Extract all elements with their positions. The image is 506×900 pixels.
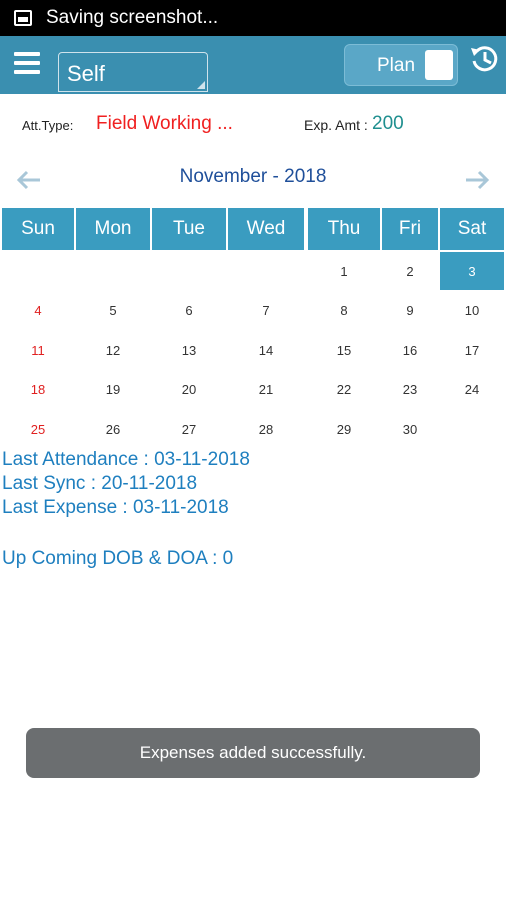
app-bar: Self Plan: [0, 36, 506, 94]
last-attendance: Last Attendance : 03-11-2018: [2, 449, 250, 470]
calendar-day-10[interactable]: 10: [464, 303, 480, 318]
month-navigation: November - 2018: [0, 160, 506, 200]
calendar-day-7[interactable]: 7: [262, 303, 270, 318]
next-month-arrow-icon[interactable]: [462, 168, 492, 192]
calendar-day-30[interactable]: 30: [402, 421, 418, 437]
last-expense: Last Expense : 03-11-2018: [2, 497, 229, 518]
status-bar: Saving screenshot...: [0, 0, 506, 36]
att-type-label: Att.Type:: [22, 118, 74, 133]
plan-toggle[interactable]: Plan: [344, 44, 458, 86]
weekday-wed: Wed: [228, 208, 304, 250]
calendar-day-23[interactable]: 23: [402, 382, 418, 397]
image-icon: [14, 10, 32, 26]
calendar-day-4[interactable]: 4: [34, 303, 42, 318]
previous-month-arrow-icon[interactable]: [14, 168, 44, 192]
exp-amount-value: 200: [372, 113, 404, 134]
toggle-knob: [425, 50, 453, 80]
month-title: November - 2018: [179, 166, 327, 187]
calendar-day-1[interactable]: 1: [340, 263, 348, 279]
calendar-day-8[interactable]: 8: [340, 303, 348, 318]
menu-icon[interactable]: [14, 52, 40, 74]
attendance-info-row: Att.Type: Field Working ... Exp. Amt : 2…: [0, 112, 506, 136]
calendar-day-13[interactable]: 13: [181, 342, 197, 358]
history-icon[interactable]: [468, 42, 502, 76]
calendar-day-20[interactable]: 20: [181, 382, 197, 397]
user-selector[interactable]: Self: [58, 52, 208, 92]
calendar-day-22[interactable]: 22: [336, 382, 352, 397]
calendar-day-19[interactable]: 19: [105, 382, 121, 397]
calendar-day-12[interactable]: 12: [105, 342, 121, 358]
calendar-day-9[interactable]: 9: [406, 303, 414, 318]
calendar-day-3[interactable]: 3: [440, 252, 504, 290]
calendar-day-26[interactable]: 26: [105, 421, 121, 437]
exp-amount-label: Exp. Amt :: [304, 117, 368, 133]
calendar-day-24[interactable]: 24: [464, 382, 480, 397]
calendar-day-21[interactable]: 21: [258, 382, 274, 397]
calendar-day-17[interactable]: 17: [464, 342, 480, 358]
weekday-tue: Tue: [152, 208, 226, 250]
calendar-day-29[interactable]: 29: [336, 421, 352, 437]
stats-block: Last Attendance : 03-11-2018 Last Sync :…: [2, 448, 250, 520]
calendar-day-16[interactable]: 16: [402, 342, 418, 358]
status-text: Saving screenshot...: [46, 7, 219, 28]
calendar-day-14[interactable]: 14: [258, 342, 274, 358]
calendar-day-28[interactable]: 28: [258, 421, 274, 437]
att-type-value: Field Working ...: [96, 113, 233, 134]
user-selector-value: Self: [67, 61, 105, 86]
calendar-day-25[interactable]: 25: [30, 421, 46, 437]
calendar-day-5[interactable]: 5: [109, 303, 117, 318]
calendar-day-15[interactable]: 15: [336, 342, 352, 358]
calendar-day-27[interactable]: 27: [181, 421, 197, 437]
calendar-day-18[interactable]: 18: [30, 382, 46, 397]
weekday-sat: Sat: [440, 208, 504, 250]
calendar-day-6[interactable]: 6: [185, 303, 193, 318]
upcoming-dob-doa[interactable]: Up Coming DOB & DOA : 0: [2, 548, 234, 569]
weekday-header: Sun Mon Tue Wed Thu Fri Sat: [0, 208, 506, 250]
calendar-day-2[interactable]: 2: [406, 263, 414, 279]
plan-label: Plan: [377, 55, 416, 76]
dropdown-triangle-icon: [197, 81, 205, 89]
weekday-thu: Thu: [308, 208, 380, 250]
last-sync: Last Sync : 20-11-2018: [2, 473, 198, 494]
weekday-mon: Mon: [76, 208, 150, 250]
weekday-fri: Fri: [382, 208, 438, 250]
calendar-day-11[interactable]: 11: [31, 342, 45, 358]
toast-message: Expenses added successfully.: [26, 728, 480, 778]
weekday-sun: Sun: [2, 208, 74, 250]
